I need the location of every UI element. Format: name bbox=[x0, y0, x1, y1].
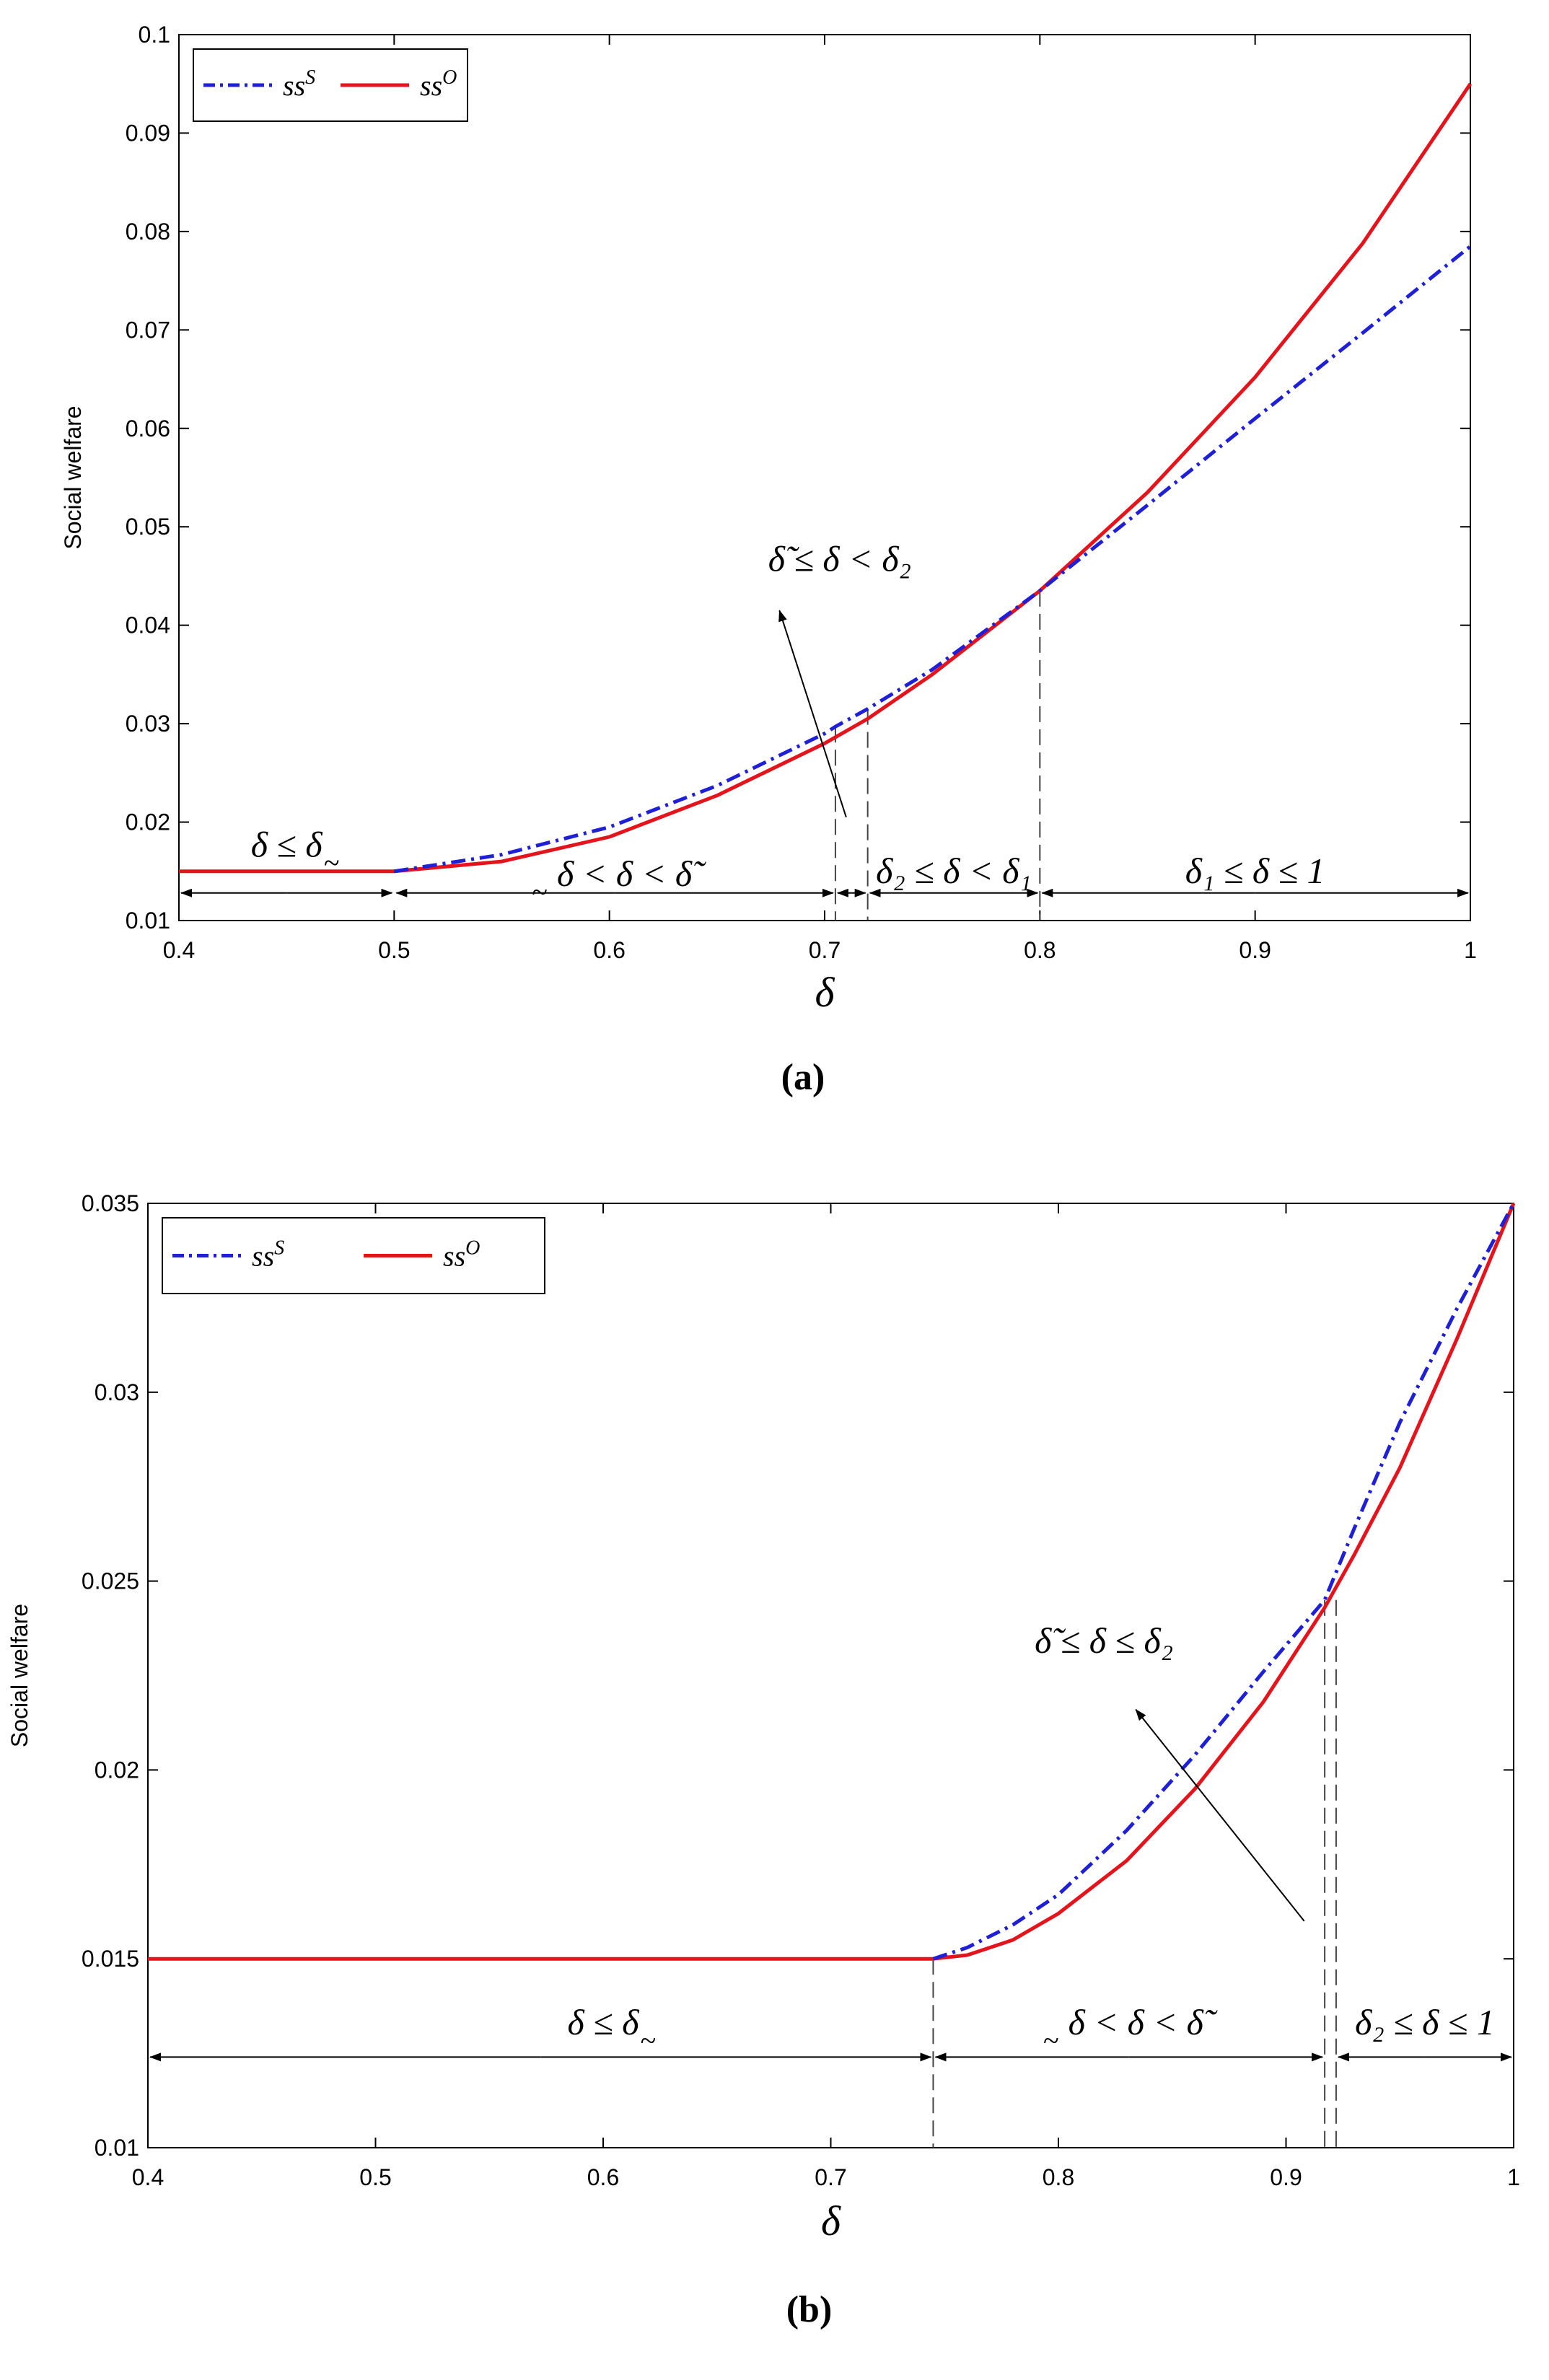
series-line-ss-s bbox=[932, 1202, 1516, 1961]
y-tick-label: 0.09 bbox=[126, 120, 170, 146]
x-tick-label: 0.4 bbox=[132, 2164, 164, 2190]
y-tick-label: 0.1 bbox=[139, 22, 170, 48]
x-tick-label: 1 bbox=[1507, 2164, 1520, 2190]
plot-frame bbox=[178, 34, 1471, 921]
legend: ssS ssO bbox=[193, 48, 468, 122]
interval-label: δ < δ < δ̃ bbox=[1068, 2002, 1218, 2042]
interval-label: δ₁ ≤ δ ≤ 1 bbox=[1185, 851, 1325, 891]
under-tilde-mark: ~ bbox=[640, 2024, 656, 2057]
x-tick-label: 0.6 bbox=[593, 937, 625, 963]
panel-caption: (b) bbox=[786, 2289, 833, 2330]
y-tick-label: 0.015 bbox=[82, 1946, 139, 1972]
y-tick-label: 0.03 bbox=[126, 711, 170, 737]
x-axis-label: δ bbox=[821, 2197, 841, 2244]
interval-label: δ < δ < δ̃ bbox=[557, 853, 706, 894]
y-tick-label: 0.035 bbox=[82, 1190, 139, 1216]
y-tick-label: 0.025 bbox=[82, 1568, 139, 1594]
x-tick-label: 0.8 bbox=[1024, 937, 1056, 963]
x-tick-label: 1 bbox=[1464, 937, 1477, 963]
interval-label: δ ≤ δ bbox=[251, 824, 323, 864]
under-tilde-mark: ~ bbox=[532, 876, 548, 908]
x-tick-label: 0.8 bbox=[1043, 2164, 1074, 2190]
legend-box bbox=[162, 1217, 545, 1294]
panel-a-chart: 0.4 0.5 0.6 0.7 0.8 0.9 1 0.01 0.02 0.03 0.04 0.05 0… bbox=[60, 22, 1477, 1016]
y-tick-label: 0.01 bbox=[95, 2135, 139, 2161]
under-tilde-mark: ~ bbox=[1043, 2024, 1058, 2057]
series-line-ss-o bbox=[179, 82, 1473, 874]
callout-label: δ̃ ≤ δ ≤ δ₂ bbox=[1035, 1620, 1173, 1661]
x-axis-label: δ bbox=[815, 969, 835, 1016]
y-axis-label: Social welfare bbox=[6, 1604, 32, 1747]
callout-label: δ̃ ≤ δ < δ₂ bbox=[768, 539, 911, 579]
y-tick-label: 0.03 bbox=[95, 1379, 139, 1405]
x-tick-label: 0.9 bbox=[1270, 2164, 1302, 2190]
x-tick-label: 0.5 bbox=[359, 2164, 391, 2190]
series-line-ss-s bbox=[393, 245, 1472, 874]
y-tick-label: 0.06 bbox=[126, 416, 170, 442]
x-tick-label: 0.7 bbox=[809, 937, 841, 963]
under-tilde-mark: ~ bbox=[323, 846, 339, 879]
legend: ssS ssO bbox=[162, 1217, 545, 1294]
callout-arrow bbox=[1135, 1708, 1305, 1922]
y-tick-label: 0.04 bbox=[126, 612, 170, 638]
y-tick-label: 0.02 bbox=[126, 809, 170, 835]
panel-caption: (a) bbox=[781, 1057, 825, 1098]
x-tick-label: 0.9 bbox=[1239, 937, 1271, 963]
plot-frame bbox=[147, 1203, 1514, 2148]
panel-b-chart: 0.4 0.5 0.6 0.7 0.8 0.9 1 0.01 0.015 0.02 0.025 0.0… bbox=[6, 1190, 1520, 2244]
interval-label: δ ≤ δ bbox=[568, 2002, 640, 2042]
y-tick-label: 0.02 bbox=[95, 1757, 139, 1783]
y-axis-label: Social welfare bbox=[60, 405, 86, 549]
callout-arrow bbox=[778, 610, 847, 818]
x-tick-label: 0.6 bbox=[587, 2164, 619, 2190]
y-tick-label: 0.05 bbox=[126, 514, 170, 540]
interval-label: δ₂ ≤ δ < δ₁ bbox=[876, 851, 1032, 891]
series-line-ss-o bbox=[148, 1203, 1516, 1961]
x-tick-label: 0.7 bbox=[815, 2164, 846, 2190]
y-tick-label: 0.07 bbox=[126, 317, 170, 343]
x-tick-label: 0.4 bbox=[163, 937, 195, 963]
x-tick-label: 0.5 bbox=[378, 937, 410, 963]
interval-label: δ₂ ≤ δ ≤ 1 bbox=[1355, 2002, 1495, 2042]
y-tick-label: 0.08 bbox=[126, 219, 170, 245]
y-tick-label: 0.01 bbox=[126, 908, 170, 934]
